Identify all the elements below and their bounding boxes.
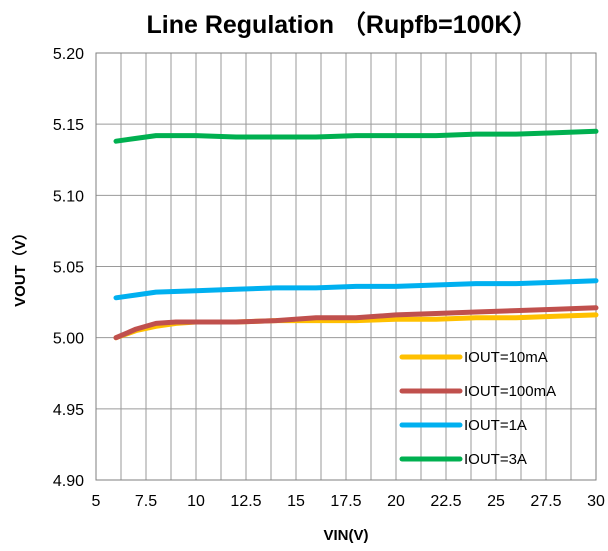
x-axis-tick-labels: 5 7.5 10 12.5 15 17.5 20 22.5 25 27.5 30	[92, 493, 605, 510]
x-tick-label: 27.5	[530, 493, 561, 510]
x-tick-label: 20	[387, 493, 405, 510]
legend-label: IOUT=10mA	[464, 349, 548, 366]
series-lines	[113, 128, 599, 341]
x-tick-label: 5	[92, 493, 101, 510]
x-tick-label: 7.5	[135, 493, 157, 510]
x-tick-label: 12.5	[230, 493, 261, 510]
y-tick-label: 5.20	[53, 46, 84, 63]
series-line	[113, 128, 599, 144]
plot-frame	[95, 52, 597, 481]
series-line	[113, 278, 599, 301]
y-axis-tick-labels: 5.20 5.15 5.10 5.05 5.00 4.95 4.90	[53, 46, 84, 490]
y-tick-label: 4.90	[53, 473, 84, 490]
legend-label: IOUT=1A	[464, 417, 527, 434]
x-tick-label: 15	[287, 493, 305, 510]
y-axis-title: VOUT（V）	[11, 225, 29, 307]
x-tick-label: 22.5	[430, 493, 461, 510]
x-axis-title: VIN(V)	[324, 527, 369, 544]
x-tick-label: 30	[587, 493, 605, 510]
y-tick-label: 5.05	[53, 260, 84, 277]
legend-label: IOUT=100mA	[464, 383, 556, 400]
y-tick-label: 4.95	[53, 402, 84, 419]
x-tick-label: 25	[487, 493, 505, 510]
legend-label: IOUT=3A	[464, 451, 527, 468]
series-line	[113, 305, 599, 341]
x-tick-label: 17.5	[330, 493, 361, 510]
legend: IOUT=10mA IOUT=100mA IOUT=1A IOUT=3A	[399, 349, 556, 468]
y-tick-label: 5.00	[53, 331, 84, 348]
y-tick-label: 5.10	[53, 188, 84, 205]
x-tick-label: 10	[187, 493, 205, 510]
y-tick-label: 5.15	[53, 117, 84, 134]
grid-lines	[96, 53, 596, 480]
chart-title: Line Regulation （Rupfb=100K）	[146, 10, 537, 39]
